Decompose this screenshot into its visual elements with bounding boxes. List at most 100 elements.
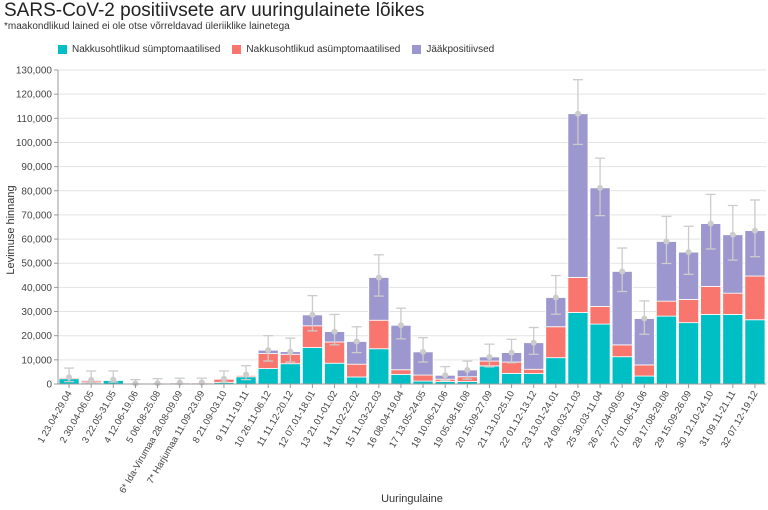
bar-segment-symptomatic[interactable] — [279, 363, 301, 385]
legend: Nakkusohtlikud sümptomaatilised Nakkusoh… — [58, 44, 494, 55]
error-bar — [506, 338, 517, 364]
y-tick-label: 40,000 — [21, 283, 52, 294]
y-tick-label: 10,000 — [21, 355, 52, 366]
bar-segment-symptomatic[interactable] — [523, 373, 545, 385]
error-bar — [661, 215, 672, 265]
error-bar — [727, 204, 738, 261]
legend-item-symptomatic[interactable]: Nakkusohtlikud sümptomaatilised — [58, 44, 220, 55]
error-bar — [484, 343, 495, 368]
legend-label-symptomatic: Nakkusohtlikud sümptomaatilised — [72, 44, 221, 55]
bar-segment-symptomatic[interactable] — [589, 323, 611, 385]
bar-segment-symptomatic[interactable] — [324, 362, 346, 385]
bar-segment-symptomatic[interactable] — [611, 356, 633, 385]
x-axis-label: Uuringulaine — [381, 493, 443, 505]
bar-segment-asymptomatic[interactable] — [368, 319, 390, 350]
error-bar-point — [220, 375, 227, 382]
bar-segment-asymptomatic[interactable] — [501, 361, 523, 374]
y-axis-label: Levimuse hinnang — [5, 185, 17, 274]
y-tick-label: 0 — [46, 380, 52, 391]
error-bar — [749, 199, 760, 258]
bar-segment-asymptomatic[interactable] — [589, 306, 611, 325]
bar-segment-asymptomatic[interactable] — [412, 374, 434, 382]
error-bar — [241, 364, 252, 381]
legend-item-asymptomatic[interactable]: Nakkusohtlikud asümptomaatilised — [232, 44, 400, 55]
error-bar — [617, 247, 628, 293]
error-bar-point — [309, 311, 316, 318]
error-bar — [218, 370, 229, 383]
bar-segment-symptomatic[interactable] — [257, 368, 279, 385]
bar-segment-symptomatic[interactable] — [678, 322, 700, 385]
error-bar-point — [729, 231, 736, 238]
bar-segment-symptomatic[interactable] — [368, 348, 390, 385]
chart-title: SARS-CoV-2 positiivsete arv uuringulaine… — [4, 0, 425, 21]
y-tick-label: 60,000 — [21, 235, 52, 246]
x-axis-ticks: 1 23.04-29.042 30.04-06.053 22.05-31.054… — [36, 384, 761, 495]
bar-segment-asymptomatic[interactable] — [700, 286, 722, 315]
error-bar-point — [597, 184, 604, 191]
y-tick-label: 90,000 — [21, 162, 52, 173]
bar-segment-asymptomatic[interactable] — [744, 275, 766, 321]
bar-segment-asymptomatic[interactable] — [655, 300, 677, 317]
bar-segment-asymptomatic[interactable] — [390, 369, 412, 375]
bar-segment-symptomatic[interactable] — [478, 365, 500, 385]
y-tick-label: 50,000 — [21, 259, 52, 270]
error-bar-point — [464, 366, 471, 373]
bar-segment-symptomatic[interactable] — [700, 314, 722, 385]
error-bar-point — [420, 348, 427, 355]
error-bar-point — [154, 380, 161, 387]
bar-segment-asymptomatic[interactable] — [523, 368, 545, 375]
error-bar — [683, 225, 694, 275]
y-axis-ticks: 0 10,000 20,000 30,000 40,000 50,000 60,000 70,… — [16, 66, 58, 391]
bar-segment-symptomatic[interactable] — [390, 373, 412, 385]
bar-segment-asymptomatic[interactable] — [722, 292, 744, 315]
error-bar — [440, 365, 451, 382]
error-bar — [528, 326, 539, 355]
error-bar-point — [530, 339, 537, 346]
bar-segment-symptomatic[interactable] — [744, 319, 766, 385]
bar-segment-asymptomatic[interactable] — [346, 363, 368, 378]
bar-segment-symptomatic[interactable] — [346, 376, 368, 385]
error-bar — [108, 370, 119, 383]
bar-segment-symptomatic[interactable] — [655, 315, 677, 385]
error-bar — [705, 193, 716, 250]
error-bar-point — [619, 268, 626, 275]
error-bar-point — [353, 338, 360, 345]
error-bar — [307, 294, 318, 332]
bar-segment-symptomatic[interactable] — [501, 372, 523, 385]
bar-segment-symptomatic[interactable] — [567, 312, 589, 385]
bar-segment-asymptomatic[interactable] — [678, 299, 700, 324]
legend-swatch-residual — [412, 45, 422, 54]
y-tick-label: 30,000 — [21, 307, 52, 318]
bars — [58, 113, 766, 385]
bar-segment-symptomatic[interactable] — [722, 314, 744, 385]
bar-segment-symptomatic[interactable] — [301, 347, 323, 385]
error-bar-point — [66, 374, 73, 381]
bar-segment-asymptomatic[interactable] — [611, 344, 633, 358]
bar-segment-asymptomatic[interactable] — [633, 364, 655, 377]
y-tick-label: 80,000 — [21, 186, 52, 197]
error-bar-point — [397, 322, 404, 329]
error-bar-point — [265, 347, 272, 354]
error-bar-point — [574, 110, 581, 117]
bar-segment-symptomatic[interactable] — [545, 357, 567, 385]
legend-swatch-asymptomatic — [232, 45, 242, 54]
error-bar-point — [442, 372, 449, 379]
error-bar-point — [663, 238, 670, 245]
bar-segment-asymptomatic[interactable] — [545, 326, 567, 359]
error-bar-point — [375, 274, 382, 281]
error-bar-point — [331, 328, 338, 335]
legend-item-residual[interactable]: Jääkpositiivsed — [412, 44, 494, 55]
error-bar-point — [641, 315, 648, 322]
error-bar-point — [88, 376, 95, 383]
error-bar-point — [707, 220, 714, 227]
error-bar — [373, 254, 384, 297]
bar-segment-asymptomatic[interactable] — [567, 277, 589, 313]
error-bar — [595, 157, 606, 217]
error-bar-point — [552, 294, 559, 301]
error-bar-point — [685, 249, 692, 256]
legend-label-residual: Jääkpositiivsed — [426, 44, 495, 55]
error-bar-point — [508, 349, 515, 356]
y-tick-label: 100,000 — [16, 138, 53, 149]
bar-segment-symptomatic[interactable] — [633, 375, 655, 385]
